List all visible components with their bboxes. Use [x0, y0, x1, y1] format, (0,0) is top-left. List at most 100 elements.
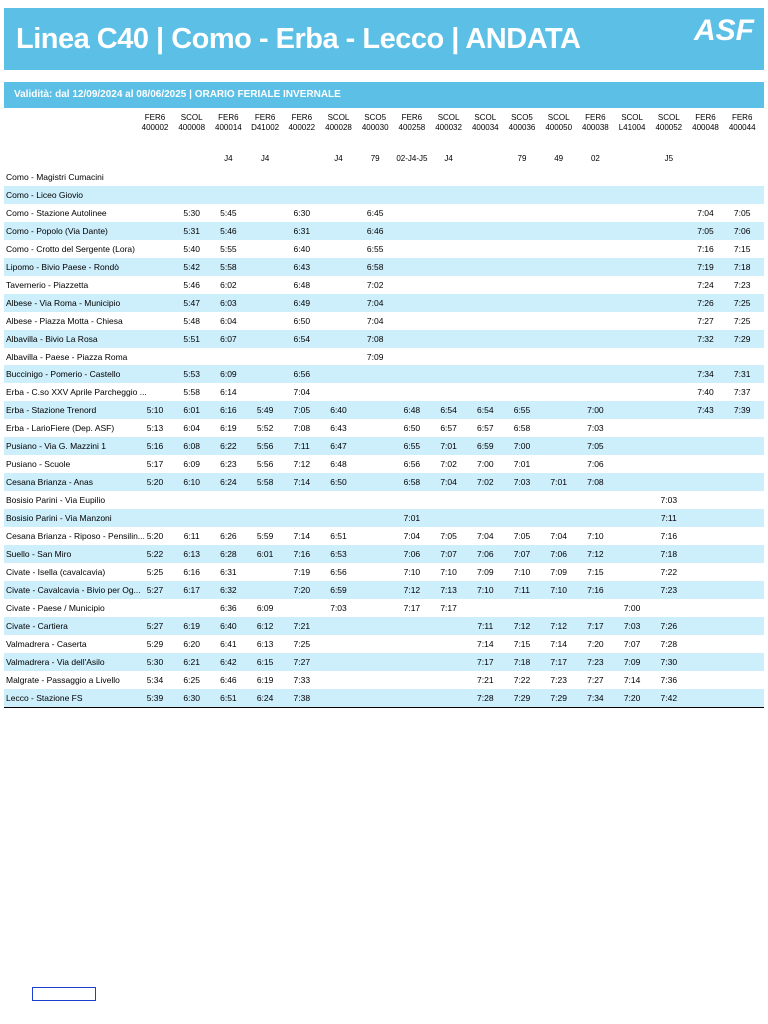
time: 5:48 — [183, 315, 200, 326]
time: 6:54 — [440, 405, 457, 416]
time: 6:25 — [183, 674, 200, 685]
time: 7:08 — [366, 333, 384, 344]
time: 6:55 — [513, 405, 531, 416]
time: 5:56 — [256, 459, 274, 470]
time: 5:59 — [256, 531, 274, 541]
time: 6:28 — [220, 548, 237, 559]
column-code: 400022 — [288, 123, 316, 132]
row-bg — [4, 544, 764, 563]
time: 7:10 — [513, 566, 531, 577]
column-type: SCOL — [547, 113, 570, 122]
time: 6:02 — [220, 279, 237, 290]
stop-name: Como - Liceo Giovio — [6, 189, 84, 200]
time: 6:26 — [220, 531, 237, 541]
time: 6:17 — [183, 584, 200, 595]
column-type: SCO5 — [511, 113, 533, 122]
time: 7:08 — [587, 477, 604, 488]
time: 7:05 — [440, 531, 457, 541]
stop-name: Erba - Stazione Trenord — [6, 405, 97, 416]
column-note: 02 — [590, 154, 600, 163]
time: 7:24 — [697, 279, 714, 290]
time: 6:48 — [330, 459, 347, 470]
time: 7:20 — [293, 584, 311, 595]
time: 7:08 — [293, 423, 311, 434]
time: 6:40 — [220, 620, 237, 631]
time: 7:23 — [587, 656, 604, 667]
time: 7:03 — [330, 602, 347, 613]
time: 5:58 — [220, 261, 237, 272]
time: 6:19 — [183, 620, 200, 631]
time: 6:59 — [477, 441, 494, 452]
time: 7:04 — [477, 531, 494, 541]
time: 7:16 — [293, 548, 311, 559]
column-type: FER6 — [254, 113, 276, 122]
stop-name: Lipomo - Bivio Paese - Rondò — [6, 261, 119, 272]
time: 5:13 — [146, 423, 164, 434]
time: 5:30 — [183, 207, 200, 218]
time: 7:06 — [403, 548, 421, 559]
time: 5:55 — [220, 243, 237, 254]
stop-name: Lecco - Stazione FS — [6, 692, 83, 703]
column-code: 400258 — [398, 123, 426, 132]
time: 7:23 — [660, 584, 678, 595]
time: 7:05 — [587, 441, 604, 452]
row-bg — [4, 419, 764, 438]
row-bg — [4, 293, 764, 312]
time: 6:11 — [183, 531, 200, 541]
time: 7:04 — [550, 531, 567, 541]
time: 7:12 — [403, 584, 421, 595]
time: 7:07 — [623, 638, 641, 649]
time: 7:01 — [550, 477, 567, 488]
column-code: 400028 — [325, 123, 352, 132]
time: 5:47 — [183, 297, 200, 308]
time: 7:04 — [440, 477, 457, 488]
column-type: FER6 — [401, 113, 423, 122]
row-bg — [4, 275, 764, 294]
time: 7:04 — [366, 315, 384, 326]
stop-name: Civate - Paese / Municipio — [6, 602, 105, 613]
row-bg — [4, 365, 764, 384]
time: 7:01 — [403, 513, 421, 524]
stop-name: Erba - LarioFiere (Dep. ASF) — [6, 423, 115, 434]
column-code: 400050 — [545, 123, 573, 132]
time: 7:03 — [660, 495, 678, 506]
time: 5:45 — [220, 207, 237, 218]
time: 7:01 — [513, 459, 531, 470]
row-bg — [4, 311, 764, 330]
time: 7:14 — [623, 674, 641, 685]
time: 5:52 — [256, 423, 274, 434]
row-bg — [4, 168, 764, 186]
time: 7:14 — [293, 477, 311, 488]
time: 7:19 — [293, 566, 311, 577]
time: 7:13 — [440, 584, 457, 595]
time: 7:11 — [293, 441, 310, 452]
time: 5:31 — [183, 225, 200, 236]
column-code: 400032 — [435, 123, 462, 132]
time: 6:13 — [183, 548, 200, 559]
time: 7:14 — [550, 638, 567, 649]
time: 6:51 — [330, 531, 347, 541]
stop-name: Albese - Via Roma - Municipio — [6, 297, 121, 308]
column-code: 400034 — [471, 123, 499, 132]
column-code: L41004 — [618, 123, 646, 132]
column-type: FER6 — [695, 113, 716, 122]
time: 7:14 — [293, 531, 311, 541]
row-bg — [4, 401, 764, 420]
time: 7:09 — [477, 566, 494, 577]
time: 7:11 — [660, 513, 677, 524]
column-code: D41002 — [251, 123, 280, 132]
validity-bar: Validità: dal 12/09/2024 al 08/06/2025 |… — [4, 82, 764, 108]
time: 5:29 — [146, 638, 164, 649]
column-note: J4 — [224, 154, 233, 163]
stop-name: Valmadrera - Caserta — [6, 638, 87, 649]
time: 6:43 — [330, 423, 347, 434]
time: 7:04 — [697, 207, 714, 218]
column-type: SCOL — [657, 113, 680, 122]
time: 6:01 — [183, 405, 200, 416]
time: 6:12 — [256, 620, 274, 631]
column-type: SCO5 — [364, 113, 387, 122]
time: 7:34 — [587, 692, 604, 703]
time: 7:39 — [733, 405, 751, 416]
column-type: FER6 — [218, 113, 239, 122]
time: 6:16 — [183, 566, 200, 577]
